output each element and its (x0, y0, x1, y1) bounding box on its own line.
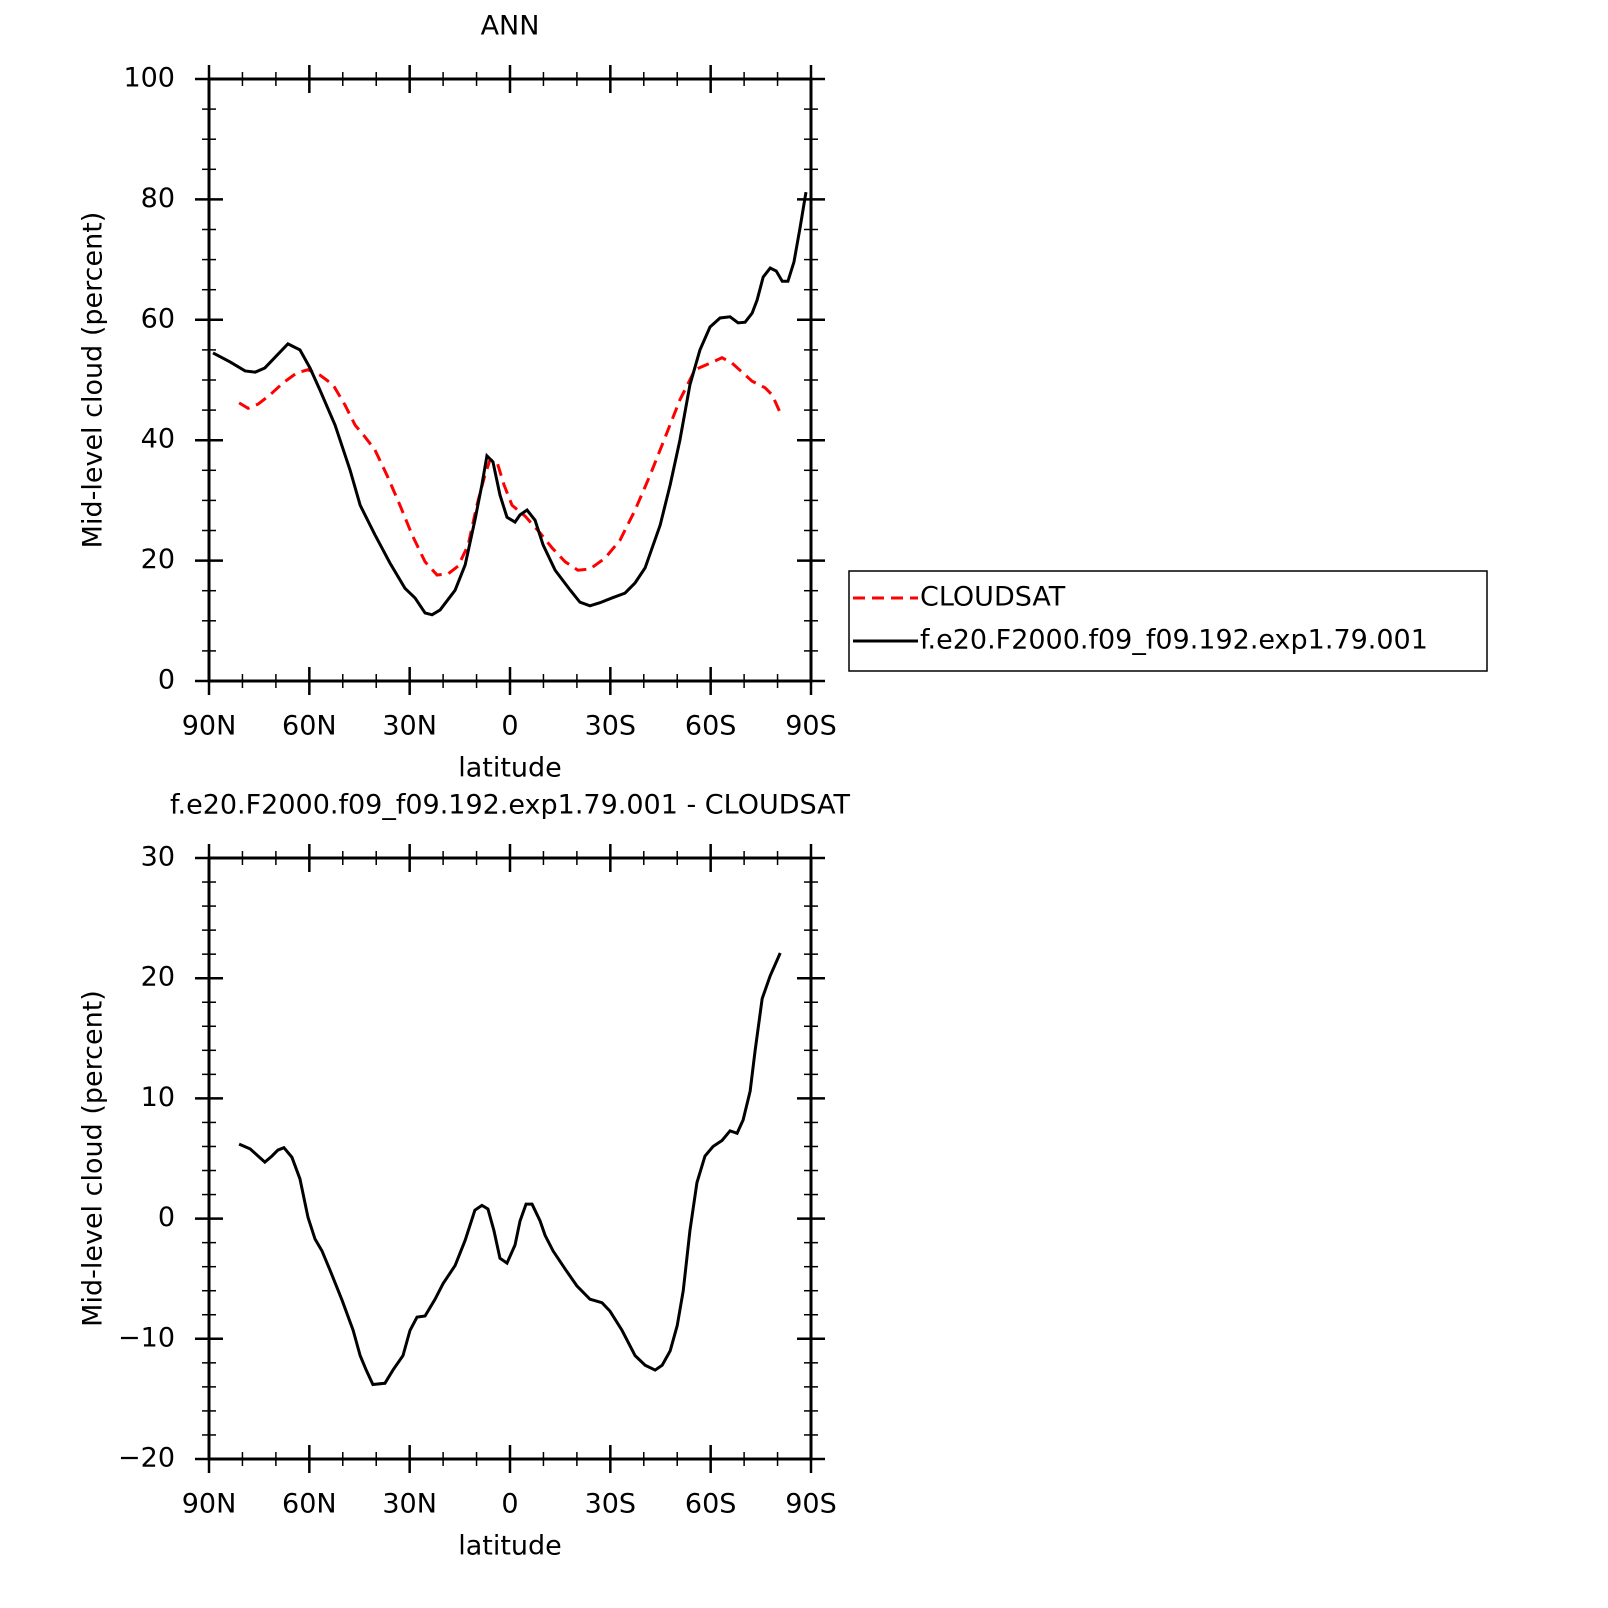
legend-box (848, 570, 1488, 672)
x-tick-label: 90N (182, 1489, 237, 1520)
chart-title: f.e20.F2000.f09_f09.192.exp1.79.001 - CL… (170, 790, 851, 821)
plot-frame (207, 856, 813, 1461)
y-tick-label: 0 (158, 1202, 175, 1233)
y-tick-label: −20 (118, 1443, 175, 1474)
legend-label: f.e20.F2000.f09_f09.192.exp1.79.001 (920, 625, 1428, 656)
plot-frame (207, 77, 813, 683)
y-tick-label: 40 (141, 424, 175, 455)
y-tick-label: 30 (141, 842, 175, 873)
y-tick-label: 0 (158, 665, 175, 696)
x-tick-label: 60S (685, 1489, 737, 1520)
x-tick-label: 30N (382, 711, 437, 742)
y-tick-label: 60 (141, 303, 175, 334)
data-line (212, 191, 808, 617)
x-tick-label: 30S (585, 1489, 637, 1520)
x-axis-label: latitude (458, 753, 562, 784)
x-tick-label: 60N (282, 711, 337, 742)
x-tick-label: 90N (182, 711, 237, 742)
x-tick-label: 90S (785, 1489, 837, 1520)
x-axis-label: latitude (458, 1531, 562, 1562)
x-tick-label: 0 (501, 1489, 518, 1520)
y-tick-label: 10 (141, 1082, 175, 1113)
y-tick-label: −10 (118, 1322, 175, 1353)
y-tick-label: 20 (141, 544, 175, 575)
data-line (238, 952, 782, 1387)
legend-label: CLOUDSAT (920, 582, 1066, 613)
chart-title: ANN (481, 11, 540, 42)
y-tick-label: 80 (141, 183, 175, 214)
y-tick-label: 100 (123, 63, 175, 94)
y-tick-label: 20 (141, 962, 175, 993)
x-tick-label: 30N (382, 1489, 437, 1520)
x-tick-label: 60S (685, 711, 737, 742)
x-tick-label: 30S (585, 711, 637, 742)
x-tick-label: 0 (501, 711, 518, 742)
y-axis-label: Mid-level cloud (percent) (78, 990, 109, 1327)
x-tick-label: 90S (785, 711, 837, 742)
x-tick-label: 60N (282, 1489, 337, 1520)
y-axis-label: Mid-level cloud (percent) (78, 212, 109, 549)
